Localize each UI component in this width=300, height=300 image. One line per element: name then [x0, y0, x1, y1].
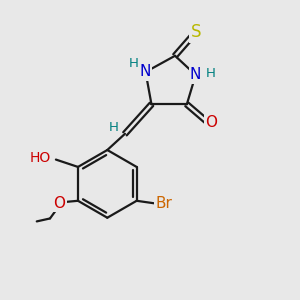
Text: N: N	[190, 68, 201, 82]
Text: O: O	[205, 115, 217, 130]
Text: H: H	[128, 57, 138, 70]
Text: N: N	[140, 64, 151, 80]
Text: HO: HO	[29, 151, 51, 165]
Text: H: H	[109, 121, 119, 134]
Text: Br: Br	[155, 196, 172, 211]
Text: O: O	[53, 196, 65, 211]
Text: H: H	[206, 67, 216, 80]
Text: S: S	[190, 23, 201, 41]
